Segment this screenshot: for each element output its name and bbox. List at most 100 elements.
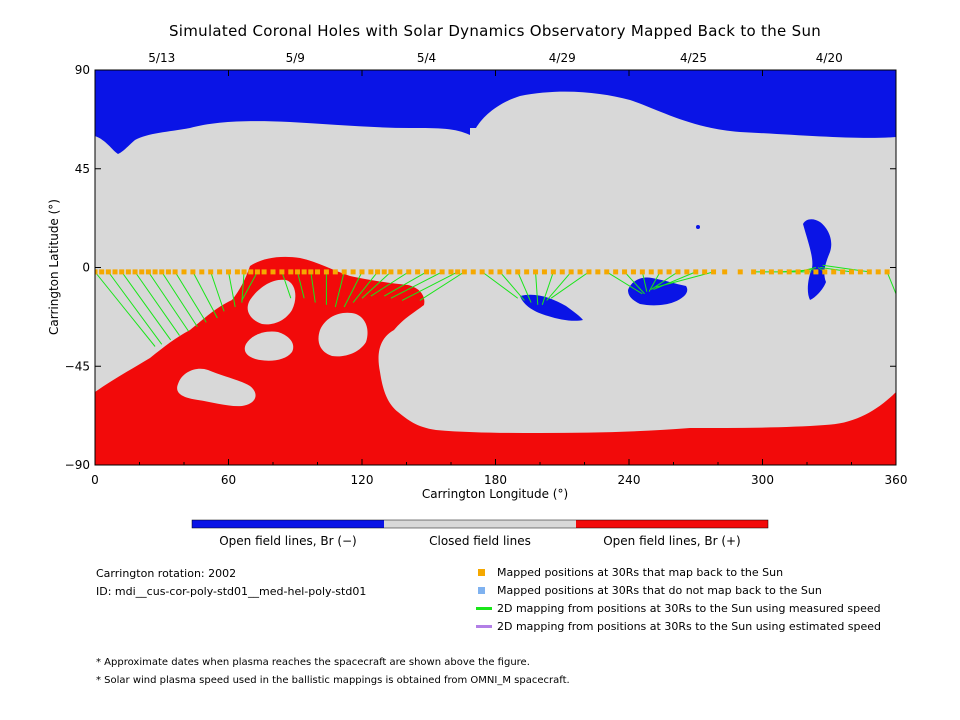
legend-unmapped-label: Mapped positions at 30Rs that do not map… xyxy=(497,584,822,597)
mapped-point xyxy=(524,269,530,275)
mapped-point xyxy=(119,269,125,275)
mapping-line xyxy=(174,271,207,323)
mapping-line xyxy=(121,271,172,341)
y-axis-ticks: 90 45 0 −45 −90 xyxy=(65,63,896,472)
mapped-point xyxy=(145,269,151,275)
colorbar-segment xyxy=(384,520,576,528)
legend-mapped-label: Mapped positions at 30Rs that map back t… xyxy=(497,566,784,579)
x-tick-label: 180 xyxy=(484,473,507,487)
mapped-point xyxy=(840,269,846,275)
colorbar-segment xyxy=(192,520,384,528)
y-tick-label: −90 xyxy=(65,458,90,472)
mapped-point xyxy=(308,269,314,275)
footnote-dates: * Approximate dates when plasma reaches … xyxy=(96,657,530,668)
top-date-label: 5/9 xyxy=(286,51,305,65)
mapped-point xyxy=(132,269,138,275)
mapping-line xyxy=(390,271,443,299)
mapped-point xyxy=(248,269,254,275)
mapping-line xyxy=(641,271,648,292)
mapping-line xyxy=(210,271,225,312)
footnote-speed: * Solar wind plasma speed used in the ba… xyxy=(96,675,570,686)
mapped-point xyxy=(497,269,503,275)
closed-island-2 xyxy=(177,368,256,407)
mapped-point xyxy=(112,269,118,275)
mapped-point xyxy=(350,269,356,275)
mapped-point xyxy=(760,269,765,275)
mapped-point xyxy=(804,269,810,275)
mapping-line xyxy=(310,271,316,303)
closed-island-1 xyxy=(247,279,296,325)
south-polar-coronal-hole xyxy=(95,256,896,465)
mapping-line xyxy=(134,271,180,336)
top-date-label: 4/25 xyxy=(680,51,707,65)
x-axis-ticks: 0 60 120 180 240 300 360 xyxy=(91,70,907,487)
mapped-point xyxy=(234,269,240,275)
mapping-line xyxy=(228,271,236,308)
mapped-point xyxy=(217,269,223,275)
mapped-point xyxy=(813,269,819,275)
legend-mapped-marker xyxy=(478,569,485,576)
mapping-line xyxy=(370,271,409,297)
mapping-line xyxy=(343,271,363,308)
mapping-line xyxy=(384,271,427,297)
coronal-hole-210 xyxy=(520,294,583,321)
mapped-point xyxy=(822,269,828,275)
mapped-point xyxy=(849,269,854,275)
mapping-line xyxy=(241,271,245,303)
mapped-point xyxy=(751,269,757,275)
mapping-line xyxy=(361,271,392,299)
mapped-point xyxy=(795,269,801,275)
y-tick-label: 0 xyxy=(82,261,90,275)
mapping-line xyxy=(95,271,156,347)
mapping-line xyxy=(334,271,345,308)
mapping-line xyxy=(192,271,218,319)
north-polar-coronal-hole xyxy=(95,70,896,154)
mapped-point xyxy=(684,269,690,275)
mapping-line xyxy=(648,271,661,292)
mapping-line xyxy=(546,271,572,301)
model-id: ID: mdi__cus-cor-poly-std01__med-hel-pol… xyxy=(96,585,367,598)
mapping-line xyxy=(401,271,458,301)
top-date-label: 5/4 xyxy=(417,51,436,65)
colorbar-label: Open field lines, Br (−) xyxy=(219,534,357,548)
mapping-line xyxy=(535,271,539,305)
top-date-labels: 5/13 5/9 5/4 4/29 4/25 4/20 xyxy=(148,51,842,65)
mapped-point xyxy=(199,269,205,275)
mapped-point xyxy=(613,269,619,275)
mapped-point xyxy=(439,269,445,275)
mapped-point xyxy=(586,269,592,275)
x-tick-label: 0 xyxy=(91,473,99,487)
mapped-point xyxy=(254,269,260,275)
colorbar: Open field lines, Br (−) Closed field lin… xyxy=(191,519,769,548)
mapped-point xyxy=(424,269,430,275)
mapped-point xyxy=(208,269,214,275)
mapping-line xyxy=(499,271,525,301)
mapping-line xyxy=(147,271,189,332)
mapping-line xyxy=(550,271,590,299)
colorbar-frame xyxy=(191,519,769,529)
mapped-point xyxy=(648,269,654,275)
y-tick-label: 45 xyxy=(75,162,90,176)
mapped-point xyxy=(577,269,583,275)
x-tick-label: 120 xyxy=(351,473,374,487)
mapped-point xyxy=(323,269,329,275)
mapped-point xyxy=(261,269,267,275)
mapped-point xyxy=(139,269,145,275)
mapped-point xyxy=(359,269,365,275)
mapped-point xyxy=(332,269,338,275)
mapping-line xyxy=(241,271,258,301)
mapped-point xyxy=(604,269,610,275)
closed-island-4 xyxy=(318,312,368,357)
mapped-point xyxy=(99,269,105,275)
mapped-point xyxy=(702,269,708,275)
mapped-point xyxy=(831,269,837,275)
mapped-point xyxy=(190,269,196,275)
mapped-point xyxy=(622,269,628,275)
mapped-point xyxy=(786,269,792,275)
legend-unmapped-marker xyxy=(478,587,485,594)
mapped-point xyxy=(301,269,307,275)
mapped-point xyxy=(722,269,728,275)
mapping-line xyxy=(606,271,643,295)
mapped-point xyxy=(448,269,454,275)
